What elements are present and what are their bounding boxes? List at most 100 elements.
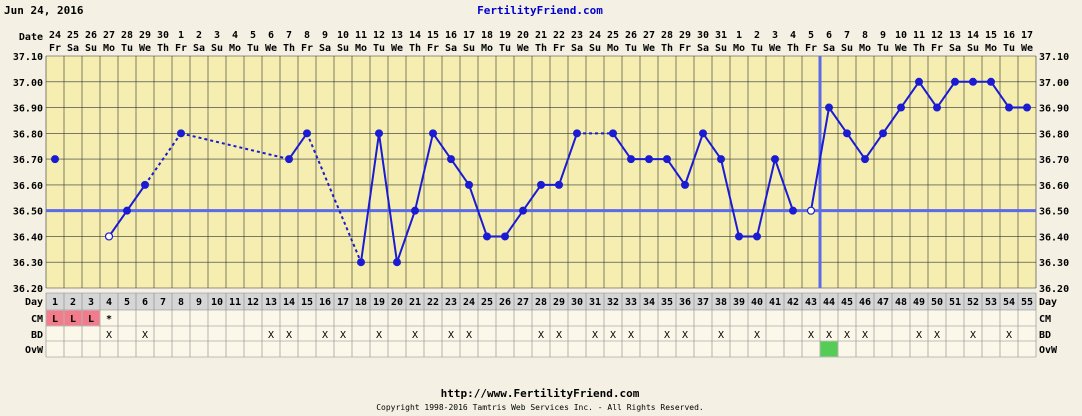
date-label: 28	[661, 30, 673, 41]
bd-mark: X	[142, 330, 148, 341]
temp-point	[393, 258, 401, 267]
date-label: 9	[322, 30, 328, 41]
bd-mark: X	[970, 330, 976, 341]
cycle-day-label: 5	[124, 297, 130, 308]
cycle-day-label: 55	[1021, 297, 1033, 308]
temp-line	[828, 106, 848, 134]
y-tick-label-left: 36.80	[13, 129, 43, 140]
site-title[interactable]: FertilityFriend.com	[477, 4, 603, 17]
cycle-day-label: 34	[643, 297, 655, 308]
temp-point	[699, 129, 707, 138]
footer-url[interactable]: http://www.FertilityFriend.com	[441, 387, 640, 400]
temp-line	[756, 158, 776, 237]
date-label: 6	[826, 30, 832, 41]
temp-point-open	[806, 206, 816, 215]
bd-mark: X	[538, 330, 544, 341]
cycle-day-label: 22	[427, 297, 439, 308]
cycle-day-label: 14	[283, 297, 295, 308]
temp-point	[483, 232, 491, 241]
temp-line	[666, 158, 686, 186]
bd-mark: X	[916, 330, 922, 341]
temp-line	[846, 132, 866, 160]
bd-mark: X	[448, 330, 454, 341]
temp-point	[141, 180, 149, 189]
temp-line	[468, 184, 488, 237]
date-label: 9	[880, 30, 886, 41]
cycle-day-label: 42	[787, 297, 799, 308]
date-label: 2	[754, 30, 760, 41]
date-label: 26	[85, 30, 97, 41]
cycle-day-label: 50	[931, 297, 943, 308]
temp-line	[720, 158, 740, 237]
y-tick-label-right: 36.20	[1039, 284, 1069, 295]
cm-mark: *	[106, 314, 112, 325]
bd-mark: X	[1006, 330, 1012, 341]
date-label: 3	[214, 30, 220, 41]
cycle-day-label: 25	[481, 297, 493, 308]
temp-line	[702, 132, 722, 160]
cycle-day-label: 23	[445, 297, 457, 308]
weekday-label: Sa	[823, 43, 835, 54]
cycle-day-label: 30	[571, 297, 583, 308]
temp-line	[432, 132, 452, 160]
weekday-label: Sa	[445, 43, 457, 54]
date-label: 20	[517, 30, 529, 41]
temp-line	[288, 132, 308, 160]
date-label: 26	[625, 30, 637, 41]
date-label: 14	[967, 30, 979, 41]
weekday-label: We	[139, 43, 151, 54]
date-label: 25	[607, 30, 619, 41]
cycle-day-label: 16	[319, 297, 331, 308]
weekday-label: Su	[85, 43, 97, 54]
cm-cell	[82, 310, 100, 326]
bd-mark: X	[592, 330, 598, 341]
bd-mark: X	[412, 330, 418, 341]
cm-mark: L	[88, 314, 94, 325]
weekday-label: Th	[157, 43, 169, 54]
y-tick-label-left: 37.00	[13, 78, 43, 89]
y-tick-label-left: 36.40	[13, 232, 43, 243]
cycle-day-label: 38	[715, 297, 727, 308]
date-label: 15	[985, 30, 997, 41]
cycle-day-label: 8	[178, 297, 184, 308]
date-label: 17	[1021, 30, 1033, 41]
date-label: 30	[697, 30, 709, 41]
date-label: 18	[481, 30, 493, 41]
cycle-day-label: 6	[142, 297, 148, 308]
weekday-label: Mo	[859, 43, 871, 54]
weekday-label: We	[1021, 43, 1033, 54]
date-label: 4	[790, 30, 796, 41]
bd-mark: X	[322, 330, 328, 341]
y-tick-label-right: 36.80	[1039, 129, 1069, 140]
temp-point	[177, 129, 185, 138]
date-label: 6	[268, 30, 274, 41]
date-label: 5	[808, 30, 814, 41]
cycle-day-label: 10	[211, 297, 223, 308]
cycle-day-label: 31	[589, 297, 601, 308]
temp-point	[789, 206, 797, 215]
weekday-label: Mo	[733, 43, 745, 54]
weekday-label: Fr	[175, 43, 187, 54]
cycle-day-label: 46	[859, 297, 871, 308]
cycle-day-label: 15	[301, 297, 313, 308]
cycle-day-label: 12	[247, 297, 259, 308]
date-label: 1	[178, 30, 184, 41]
bd-mark: X	[340, 330, 346, 341]
temp-line	[990, 81, 1010, 109]
cycle-day-label: 24	[463, 297, 475, 308]
temp-point	[915, 77, 923, 86]
weekday-label: Fr	[931, 43, 943, 54]
date-label: 27	[643, 30, 655, 41]
date-label: 13	[949, 30, 961, 41]
temp-point	[609, 129, 617, 138]
weekday-label: Su	[841, 43, 853, 54]
cycle-day-label: 37	[697, 297, 709, 308]
day-row-bg	[46, 293, 1036, 310]
bd-mark: X	[106, 330, 112, 341]
weekday-label: Tu	[373, 43, 385, 54]
row-label-bd: BD	[31, 330, 43, 341]
weekday-label: Th	[535, 43, 547, 54]
temp-line	[882, 106, 902, 134]
cycle-day-label: 43	[805, 297, 817, 308]
cycle-day-label: 11	[229, 297, 241, 308]
